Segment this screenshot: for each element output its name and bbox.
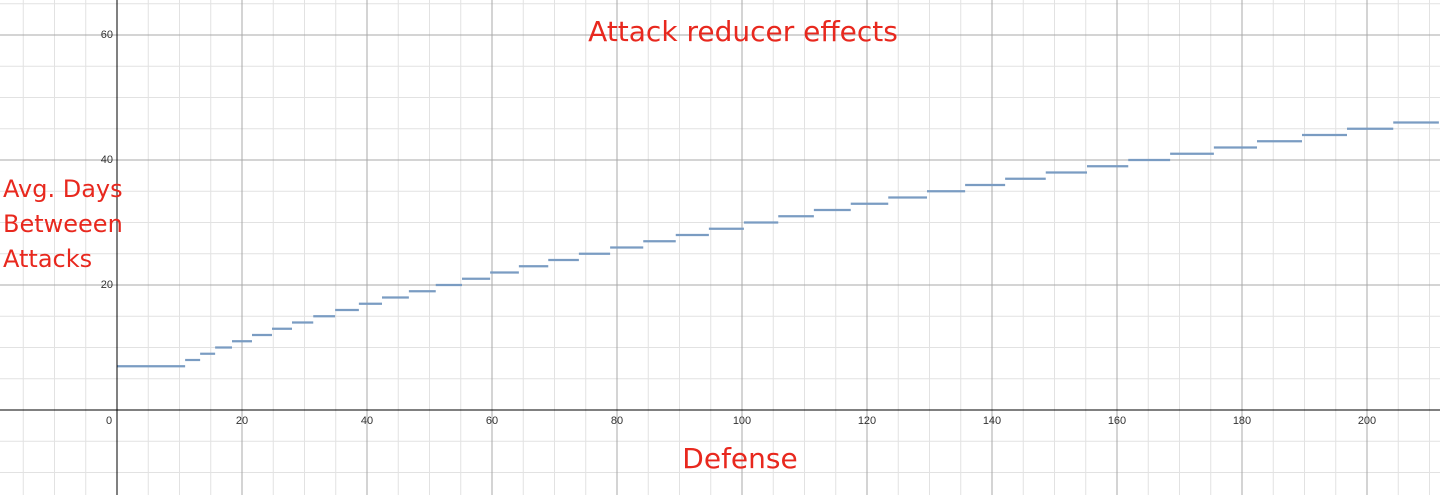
marks xyxy=(117,121,1439,368)
y-tick-label: 40 xyxy=(101,154,113,166)
y-tick-label: 20 xyxy=(101,279,113,291)
x-tick-label: 120 xyxy=(858,415,876,427)
y-axis-label: Betweeen xyxy=(3,210,123,238)
x-tick-label: 20 xyxy=(236,415,248,427)
chart-title: Attack reducer effects xyxy=(588,15,898,48)
y-axis-label: Avg. Days xyxy=(3,175,123,203)
x-tick-label: 60 xyxy=(486,415,498,427)
x-tick-label: 0 xyxy=(106,415,112,427)
x-tick-label: 140 xyxy=(983,415,1001,427)
y-tick-label: 60 xyxy=(101,29,113,41)
x-tick-label: 80 xyxy=(611,415,623,427)
x-tick-label: 100 xyxy=(733,415,751,427)
x-tick-label: 160 xyxy=(1108,415,1126,427)
x-axis-label: Defense xyxy=(682,442,797,475)
x-tick-label: 180 xyxy=(1233,415,1251,427)
y-axis-label: Attacks xyxy=(3,245,92,273)
x-tick-label: 40 xyxy=(361,415,373,427)
x-tick-label: 200 xyxy=(1358,415,1376,427)
